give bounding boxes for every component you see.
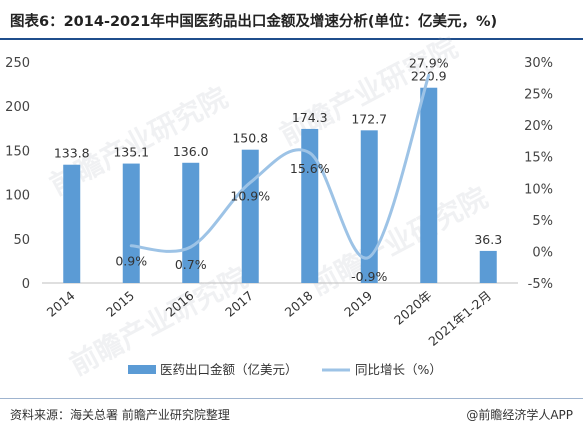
bar-value-label: 174.3 <box>292 110 328 125</box>
growth-value-label: -0.9% <box>351 269 387 284</box>
legend-line-label: 同比增长（%） <box>355 362 442 377</box>
bar <box>360 130 378 283</box>
legend: 医药出口金额（亿美元） 同比增长（%） <box>128 362 442 377</box>
right-tick-label: 30% <box>524 56 553 71</box>
bar <box>63 164 81 283</box>
legend-bar-label: 医药出口金额（亿美元） <box>160 362 298 377</box>
right-tick-label: -5% <box>528 277 553 292</box>
bar-series <box>63 87 497 283</box>
bar <box>122 163 140 283</box>
right-axis-ticks: -5% 0% 5% 10% 15% 20% 25% 30% <box>524 56 553 292</box>
left-tick-label: 200 <box>5 100 30 115</box>
x-tick-label: 2014 <box>44 288 78 320</box>
bar-value-label: 150.8 <box>232 131 268 146</box>
x-tick-label: 2015 <box>103 288 137 320</box>
chart-title: 图表6：2014-2021年中国医药品出口金额及增速分析(单位：亿美元，%) <box>10 14 498 30</box>
footer-divider <box>0 398 583 399</box>
title-divider <box>0 38 583 40</box>
bar-value-label: 135.1 <box>113 145 149 160</box>
left-tick-label: 250 <box>5 56 30 71</box>
growth-value-label: 0.7% <box>175 257 207 272</box>
x-tick-label: 2017 <box>222 288 256 320</box>
x-tick-label: 2016 <box>163 288 197 320</box>
left-tick-label: 150 <box>5 144 30 159</box>
bar <box>420 87 438 283</box>
bar-value-label: 133.8 <box>54 146 90 161</box>
bar <box>301 128 319 283</box>
bar-value-label: 36.3 <box>474 232 502 247</box>
right-tick-label: 5% <box>532 214 553 229</box>
growth-line <box>129 73 431 260</box>
growth-value-label: 27.9% <box>409 55 449 70</box>
bar <box>241 149 259 283</box>
right-tick-label: 20% <box>524 119 553 134</box>
left-axis-ticks: 0 50 100 150 200 250 <box>5 56 30 292</box>
x-tick-label: 2018 <box>282 288 316 320</box>
left-tick-label: 50 <box>13 233 30 248</box>
bar <box>182 162 200 283</box>
chart-svg: 0 50 100 150 200 250 -5% 0% 5% 10% 15% 20% 25% 30% 1… <box>5 55 553 377</box>
right-tick-label: 15% <box>524 151 553 166</box>
source-note: 资料来源：海关总署 前瞻产业研究院整理 <box>10 408 230 422</box>
bar <box>479 250 497 283</box>
growth-value-label: 10.9% <box>230 189 270 204</box>
left-tick-label: 100 <box>5 189 30 204</box>
bar-value-label: 172.7 <box>351 111 387 126</box>
right-tick-label: 0% <box>532 245 553 260</box>
growth-value-labels: 0.9% 0.7% 10.9% 15.6% -0.9% 27.9% <box>115 55 448 284</box>
growth-value-label: 0.9% <box>115 254 147 269</box>
legend-bar-swatch <box>128 365 156 374</box>
left-tick-label: 0 <box>22 277 30 292</box>
x-tick-label: 2020年 <box>391 288 435 328</box>
right-tick-label: 10% <box>524 182 553 197</box>
growth-value-label: 15.6% <box>290 161 330 176</box>
bar-value-label: 136.0 <box>173 144 209 159</box>
x-tick-label: 2021年1-2月 <box>425 288 494 349</box>
x-tick-label: 2019 <box>341 288 375 320</box>
brand-credit: @前瞻经济学人APP <box>466 408 573 422</box>
right-tick-label: 25% <box>524 88 553 103</box>
